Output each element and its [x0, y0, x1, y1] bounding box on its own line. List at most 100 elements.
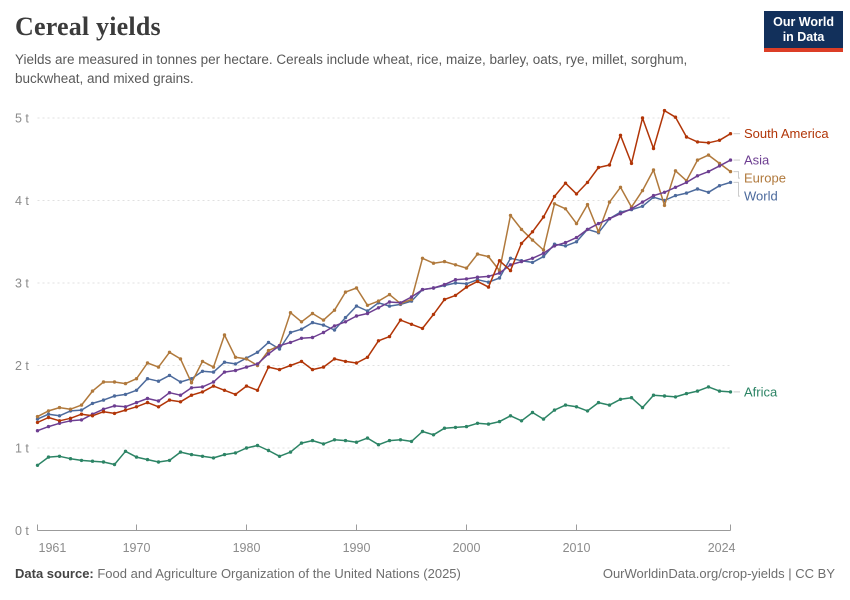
data-point[interactable]	[266, 348, 271, 353]
data-point[interactable]	[596, 221, 601, 226]
data-point[interactable]	[222, 452, 227, 457]
data-point[interactable]	[530, 230, 535, 234]
data-point[interactable]	[508, 414, 513, 418]
data-point[interactable]	[717, 138, 722, 142]
data-point[interactable]	[409, 297, 414, 302]
data-point[interactable]	[618, 397, 623, 401]
data-point[interactable]	[398, 438, 403, 442]
series-line[interactable]	[36, 159, 732, 432]
data-point[interactable]	[673, 185, 678, 189]
owid-logo[interactable]: Our World in Data	[764, 11, 843, 52]
data-point[interactable]	[68, 416, 73, 420]
data-point[interactable]	[354, 304, 359, 308]
series-line[interactable]	[36, 109, 732, 424]
data-point[interactable]	[497, 271, 502, 275]
data-point[interactable]	[376, 339, 381, 343]
data-point[interactable]	[321, 323, 326, 327]
data-point[interactable]	[574, 405, 579, 409]
data-point[interactable]	[189, 381, 194, 385]
data-point[interactable]	[717, 389, 722, 393]
data-point[interactable]	[541, 251, 546, 255]
data-point[interactable]	[112, 380, 117, 384]
data-point[interactable]	[57, 454, 62, 458]
data-point[interactable]	[156, 379, 161, 383]
series-asia[interactable]	[35, 158, 733, 433]
data-point[interactable]	[57, 414, 62, 418]
data-point[interactable]	[266, 365, 271, 369]
data-point[interactable]	[343, 438, 348, 443]
data-point[interactable]	[453, 281, 458, 285]
data-point[interactable]	[431, 433, 436, 437]
data-point[interactable]	[585, 227, 590, 232]
data-point[interactable]	[35, 463, 40, 467]
data-point[interactable]	[640, 405, 645, 410]
data-point[interactable]	[365, 311, 370, 316]
data-point[interactable]	[90, 389, 95, 393]
data-point[interactable]	[486, 422, 491, 426]
data-point[interactable]	[35, 417, 40, 421]
data-point[interactable]	[145, 400, 150, 405]
data-point[interactable]	[508, 256, 513, 260]
data-point[interactable]	[684, 180, 689, 185]
data-point[interactable]	[618, 212, 623, 216]
data-point[interactable]	[101, 407, 106, 411]
data-point[interactable]	[167, 373, 172, 378]
data-point[interactable]	[486, 280, 491, 284]
data-point[interactable]	[167, 458, 172, 463]
data-point[interactable]	[728, 158, 733, 162]
data-point[interactable]	[277, 367, 282, 372]
data-point[interactable]	[563, 181, 568, 185]
data-point[interactable]	[552, 202, 557, 206]
series-label-asia[interactable]: Asia	[744, 153, 770, 168]
data-point[interactable]	[728, 180, 733, 185]
data-point[interactable]	[651, 193, 656, 198]
data-point[interactable]	[453, 263, 458, 267]
data-point[interactable]	[563, 207, 568, 211]
data-point[interactable]	[354, 440, 359, 444]
data-point[interactable]	[728, 132, 733, 136]
data-point[interactable]	[519, 227, 524, 232]
data-point[interactable]	[607, 403, 612, 407]
series-line[interactable]	[36, 181, 732, 420]
data-point[interactable]	[112, 411, 117, 416]
data-point[interactable]	[112, 462, 117, 467]
data-point[interactable]	[310, 335, 315, 340]
data-point[interactable]	[486, 254, 491, 259]
data-point[interactable]	[442, 282, 447, 287]
data-point[interactable]	[101, 380, 106, 384]
data-point[interactable]	[101, 398, 106, 402]
data-point[interactable]	[332, 324, 337, 328]
data-point[interactable]	[178, 450, 183, 454]
data-point[interactable]	[640, 116, 645, 120]
data-point[interactable]	[299, 359, 304, 364]
data-point[interactable]	[376, 299, 381, 303]
data-point[interactable]	[112, 394, 117, 398]
data-point[interactable]	[574, 235, 579, 240]
data-point[interactable]	[508, 213, 513, 218]
data-point[interactable]	[420, 326, 425, 331]
data-point[interactable]	[574, 240, 579, 244]
data-point[interactable]	[464, 266, 469, 270]
data-point[interactable]	[530, 256, 535, 260]
data-point[interactable]	[519, 259, 524, 264]
data-point[interactable]	[354, 286, 359, 290]
data-point[interactable]	[453, 293, 458, 298]
data-point[interactable]	[343, 320, 348, 324]
data-point[interactable]	[365, 436, 370, 440]
data-point[interactable]	[519, 419, 524, 423]
data-point[interactable]	[629, 161, 634, 166]
data-point[interactable]	[684, 191, 689, 195]
data-point[interactable]	[662, 190, 667, 194]
data-point[interactable]	[321, 330, 326, 335]
data-point[interactable]	[453, 425, 458, 430]
data-point[interactable]	[90, 401, 95, 406]
data-point[interactable]	[178, 400, 183, 404]
data-point[interactable]	[717, 184, 722, 188]
data-point[interactable]	[101, 460, 106, 464]
data-point[interactable]	[541, 417, 546, 421]
data-point[interactable]	[90, 459, 95, 463]
data-point[interactable]	[123, 392, 128, 397]
data-point[interactable]	[211, 384, 216, 388]
data-point[interactable]	[277, 454, 282, 458]
data-point[interactable]	[123, 405, 128, 409]
